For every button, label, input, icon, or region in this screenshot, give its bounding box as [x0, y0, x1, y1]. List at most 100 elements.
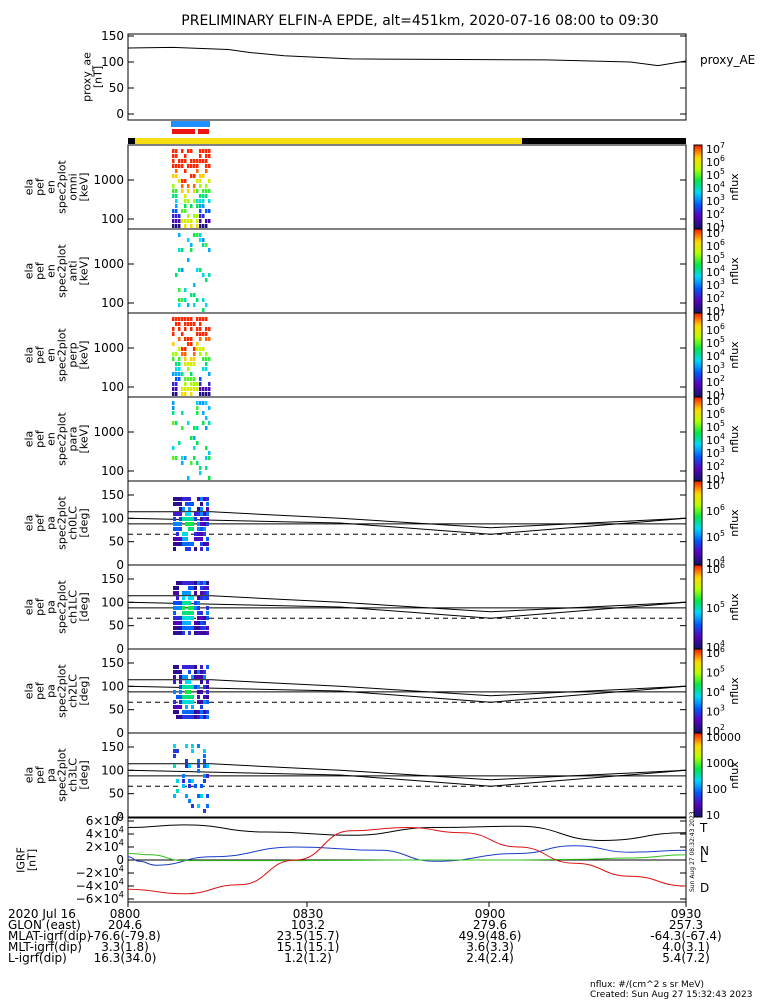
spectrogram-cell: [193, 382, 196, 386]
spectrogram-cell: [206, 611, 209, 615]
spectrogram-cell: [175, 367, 178, 371]
spectrogram-cell: [203, 512, 206, 516]
spectrogram-cell: [184, 322, 187, 326]
spectrogram-cell: [193, 357, 196, 361]
spectrogram-cell: [194, 591, 197, 595]
spectrogram-cell: [202, 159, 205, 163]
spectrogram-cell: [182, 611, 185, 615]
colorbar-segment: [694, 661, 702, 665]
orbit-bar-night-end: [522, 138, 686, 144]
spectrogram-cell: [197, 715, 200, 719]
y-axis-label-line: ela: [23, 683, 36, 700]
colorbar-tick-label: 107: [706, 141, 725, 156]
spectrogram-cell: [199, 352, 202, 356]
colorbar-segment: [694, 592, 702, 595]
spectrogram-cell: [208, 372, 211, 376]
colorbar-segment: [694, 300, 702, 303]
colorbar-segment: [694, 268, 702, 272]
spectrogram-cell: [193, 352, 196, 356]
spectrogram-cell: [199, 327, 202, 331]
spectrogram-cell: [200, 507, 203, 511]
spectrogram-cell: [175, 273, 178, 277]
spectrogram-cell: [197, 527, 200, 531]
colorbar-segment: [694, 289, 702, 293]
axes-frame: [127, 732, 687, 818]
colorbar-segment: [694, 197, 702, 201]
colorbar-segment: [694, 518, 702, 522]
spectrogram-cell: [175, 372, 178, 376]
colorbar-segment: [694, 745, 702, 749]
spectrogram-cell: [173, 764, 176, 768]
colorbar-segment: [694, 506, 702, 509]
spectrogram-cell: [203, 774, 206, 778]
spectrogram-cell: [178, 303, 181, 307]
spectrogram-cell: [175, 377, 178, 381]
spectrogram-cell: [176, 497, 179, 501]
colorbar-segment: [694, 607, 702, 610]
spectrogram-cell: [196, 169, 199, 173]
spectrogram-cell: [199, 322, 202, 326]
colorbar-segment: [694, 313, 702, 316]
spectrogram-cell: [178, 298, 181, 302]
y-axis-label-line: spec2plot: [56, 160, 69, 214]
igrf-line-L: [127, 853, 687, 862]
spectrogram-cell: [208, 219, 211, 223]
spectrogram-cell: [185, 685, 188, 689]
spectrogram-cell: [178, 362, 181, 366]
y-axis-label-line: anti: [67, 260, 80, 281]
y-axis-label-line: ch3LC: [67, 758, 80, 792]
spectrogram-cell: [206, 542, 209, 546]
spectrogram-cell: [197, 537, 200, 541]
colorbar-segment: [694, 642, 702, 646]
spectrogram-cell: [199, 377, 202, 381]
colorbar-segment: [694, 247, 702, 251]
colorbar-segment: [694, 806, 702, 810]
spectrogram-cell: [205, 194, 208, 198]
spectrogram-cell: [199, 466, 202, 470]
colorbar-segment: [694, 691, 702, 694]
spectrogram-cell: [182, 591, 185, 595]
colorbar-segment: [694, 189, 702, 192]
colorbar-segment: [694, 598, 702, 602]
spectrogram-cell: [179, 581, 182, 585]
spectrogram-cell: [172, 372, 175, 376]
colorbar-segment: [694, 271, 702, 274]
colorbar-segment: [694, 434, 702, 438]
proxy-ae-line: [127, 46, 687, 67]
spectrogram-cell: [203, 586, 206, 590]
spectrogram-cell: [184, 387, 187, 391]
spectrogram-cell: [172, 382, 175, 386]
spectrogram-cell: [200, 621, 203, 625]
colorbar-segment: [694, 390, 702, 394]
colorbar-segment: [694, 439, 702, 442]
colorbar-segment: [694, 323, 702, 327]
y-tick-label: −6×104: [76, 890, 124, 906]
colorbar-segment: [694, 432, 702, 436]
colorbar-tick-label: 104: [706, 432, 725, 447]
spectrogram-cell: [196, 382, 199, 386]
spectrogram-cell: [190, 164, 193, 168]
spectrogram-cell: [199, 471, 202, 475]
spectrogram-cell: [173, 512, 176, 516]
colorbar-segment: [694, 617, 702, 621]
y-tick-label: 6×104: [86, 812, 124, 828]
spectrogram-cell: [203, 626, 206, 630]
spectrogram-cell: [188, 542, 191, 546]
spectrogram-cell: [193, 174, 196, 178]
spectrogram-cell: [205, 219, 208, 223]
colorbar-segment: [694, 319, 702, 322]
y-axis-label-line: ela: [23, 179, 36, 196]
loss-cone-upper-line: [128, 763, 687, 781]
spectrogram-cell: [203, 685, 206, 689]
spectrogram-cell: [176, 542, 179, 546]
spectrogram-cell: [182, 710, 185, 714]
colorbar-segment: [694, 329, 702, 333]
colorbar-segment: [694, 688, 702, 692]
spectrogram-cell: [203, 497, 206, 501]
y-tick-label: 100: [101, 763, 124, 777]
colorbar-segment: [694, 424, 702, 427]
spectrogram-cell: [175, 164, 178, 168]
spectrogram-cell: [179, 700, 182, 704]
spectrogram-cell: [179, 537, 182, 541]
colorbar-segment: [694, 285, 702, 289]
